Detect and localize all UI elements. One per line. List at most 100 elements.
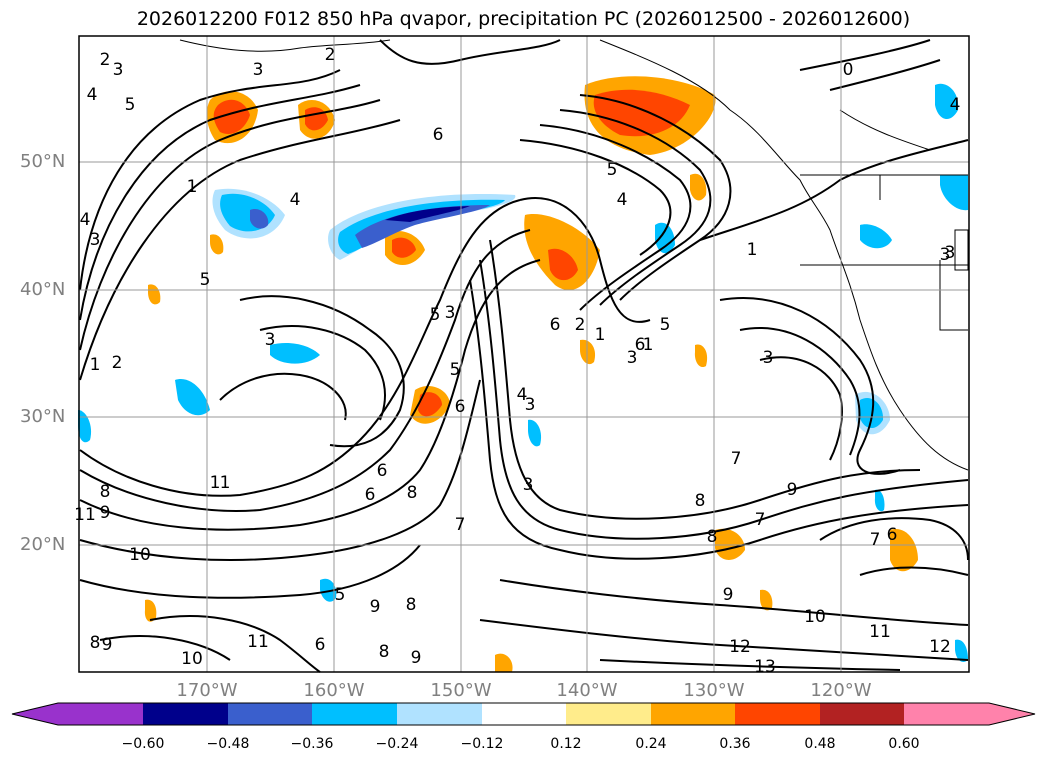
contour-label: 5 xyxy=(200,270,211,290)
contour-label: 6 xyxy=(433,125,444,145)
lon-label-130w: 130°W xyxy=(683,680,745,701)
lon-label-150w: 150°W xyxy=(430,680,492,701)
contour-label: 1 xyxy=(643,335,654,355)
map-frame xyxy=(78,35,970,673)
contour-label: 9 xyxy=(100,503,111,523)
colorbar-segment xyxy=(12,703,143,725)
contour-label: 8 xyxy=(695,491,706,511)
contour-label: 4 xyxy=(87,85,98,105)
contour-label: 2 xyxy=(325,45,336,65)
contour-label: 3 xyxy=(113,60,124,80)
colorbar-tick-label: 0.24 xyxy=(635,736,667,752)
graticule xyxy=(79,36,969,672)
lat-label-40n: 40°N xyxy=(20,279,66,300)
colorbar-segment xyxy=(651,703,735,725)
colorbar-tick-label: −0.24 xyxy=(375,736,419,752)
contour-label: 1 xyxy=(90,355,101,375)
contour-label: 7 xyxy=(755,510,766,530)
contour-label: 5 xyxy=(660,315,671,335)
contour-label: 6 xyxy=(365,485,376,505)
colorbar-segment xyxy=(143,703,228,725)
map-title: 2026012200 F012 850 hPa qvapor, precipit… xyxy=(136,8,911,30)
lon-label-120w: 120°W xyxy=(810,680,872,701)
colorbar-segment xyxy=(820,703,904,725)
contour-label: 13 xyxy=(754,657,776,677)
contour-label: 8 xyxy=(90,633,101,653)
contour-label: 8 xyxy=(407,483,418,503)
contour-label: 4 xyxy=(290,190,301,210)
colorbar-outline xyxy=(11,702,1036,726)
contour-label: 0 xyxy=(843,60,854,80)
contour-label: 9 xyxy=(102,635,113,655)
contour-label: 3 xyxy=(90,230,101,250)
contour-label: 9 xyxy=(370,597,381,617)
qvapor-contours xyxy=(79,39,969,673)
contour-label: 9 xyxy=(411,648,422,668)
lat-label-50n: 50°N xyxy=(20,151,66,172)
precip-shading xyxy=(78,76,968,672)
contour-label: 4 xyxy=(517,385,528,405)
contour-label: 11 xyxy=(869,622,891,642)
contour-label: 5 xyxy=(125,95,136,115)
colorbar-tick-label: 0.60 xyxy=(888,736,920,752)
contour-label: 2 xyxy=(112,353,123,373)
contour-label: 6 xyxy=(455,397,466,417)
contour-label: 5 xyxy=(607,160,618,180)
contour-label: 10 xyxy=(804,607,826,627)
contour-label: 1 xyxy=(210,473,221,493)
contour-label: 7 xyxy=(731,449,742,469)
contour-label: 3 xyxy=(945,243,956,263)
contour-label: 3 xyxy=(627,348,638,368)
colorbar-segment xyxy=(228,703,312,725)
contour-label: 3 xyxy=(763,348,774,368)
lon-label-170w: 170°W xyxy=(176,680,238,701)
colorbar-tick-label: 0.36 xyxy=(719,736,751,752)
colorbar-tick-label: 0.12 xyxy=(550,736,582,752)
contour-label: 10 xyxy=(181,649,203,669)
lat-label-20n: 20°N xyxy=(20,534,66,555)
contour-label: 1 xyxy=(595,325,606,345)
contour-label: 3 xyxy=(253,60,264,80)
contour-label: 12 xyxy=(729,637,751,657)
colorbar-tick-label: −0.60 xyxy=(121,736,165,752)
contour-label: 10 xyxy=(129,545,151,565)
contour-label: 5 xyxy=(335,585,346,605)
contour-label: 1 xyxy=(187,177,198,197)
contour-label: 3 xyxy=(940,245,951,265)
colorbar-segment xyxy=(482,703,566,725)
contour-label: 12 xyxy=(929,637,951,657)
colorbar-tick-label: −0.12 xyxy=(460,736,504,752)
contour-label: 3 xyxy=(525,395,536,415)
contour-label: 6 xyxy=(887,525,898,545)
contour-label: 8 xyxy=(379,642,390,662)
colorbar-tick-label: −0.48 xyxy=(206,736,250,752)
contour-label: 5 xyxy=(430,305,441,325)
contour-label: 6 xyxy=(550,315,561,335)
colorbar-tick-label: −0.36 xyxy=(290,736,334,752)
contour-label: 3 xyxy=(523,475,534,495)
colorbar-segment xyxy=(566,703,651,725)
contour-label: 5 xyxy=(450,360,461,380)
contour-label: 8 xyxy=(406,595,417,615)
contour-label: 6 xyxy=(635,335,646,355)
contour-label: 9 xyxy=(787,480,798,500)
contour-label: 8 xyxy=(100,482,111,502)
contour-label: 6 xyxy=(315,635,326,655)
contour-label: 1 xyxy=(220,473,231,493)
contour-label: 2 xyxy=(575,315,586,335)
contour-label: 7 xyxy=(870,530,881,550)
contour-label: 8 xyxy=(707,527,718,547)
contour-label: 11 xyxy=(74,505,96,525)
colorbar-segment xyxy=(735,703,820,725)
contour-label: 4 xyxy=(80,210,91,230)
contour-label: 3 xyxy=(445,303,456,323)
coastlines xyxy=(179,39,969,471)
lon-label-160w: 160°W xyxy=(303,680,365,701)
colorbar-tick-label: 0.48 xyxy=(804,736,836,752)
colorbar-segment xyxy=(312,703,397,725)
lon-label-140w: 140°W xyxy=(556,680,618,701)
contour-label: 1 xyxy=(747,240,758,260)
contour-label: 9 xyxy=(723,585,734,605)
